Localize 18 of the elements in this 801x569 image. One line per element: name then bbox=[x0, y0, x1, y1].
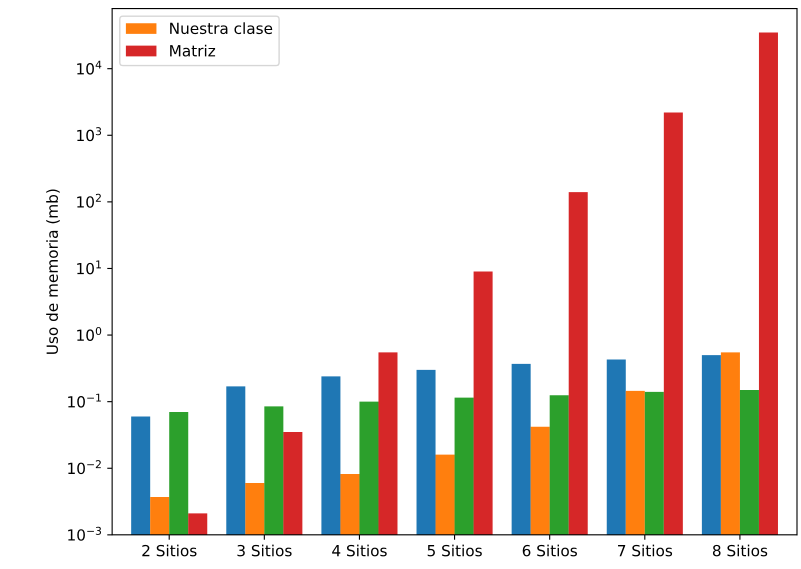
x-tick-label: 6 Sitios bbox=[522, 544, 577, 556]
legend-label: Nuestra clase bbox=[170, 22, 272, 34]
y-axis-title: Uso de memoria (mb) bbox=[46, 189, 60, 354]
x-tick-label: 2 Sitios bbox=[142, 544, 196, 556]
y-tick-label: 10$^{−3}$ bbox=[68, 526, 102, 541]
y-tick-label: 10$^{−2}$ bbox=[68, 460, 101, 474]
x-tick-label: 8 Sitios bbox=[712, 544, 768, 556]
x-tick-label: 5 Sitios bbox=[428, 544, 482, 556]
y-tick-label: 10$^{2}$ bbox=[77, 194, 101, 208]
x-tick-label: 4 Sitios bbox=[332, 544, 387, 556]
x-tick-label: 3 Sitios bbox=[237, 544, 292, 556]
y-tick-label: 10$^{3}$ bbox=[77, 127, 102, 142]
y-tick-label: 10$^{1}$ bbox=[77, 260, 101, 274]
y-tick-label: 10$^{0}$ bbox=[77, 326, 102, 341]
y-tick-label: 10$^{−1}$ bbox=[68, 394, 101, 408]
legend-label: Matriz bbox=[170, 44, 216, 57]
x-tick-label: 7 Sitios bbox=[618, 544, 672, 556]
y-tick-label: 10$^{4}$ bbox=[77, 60, 102, 75]
